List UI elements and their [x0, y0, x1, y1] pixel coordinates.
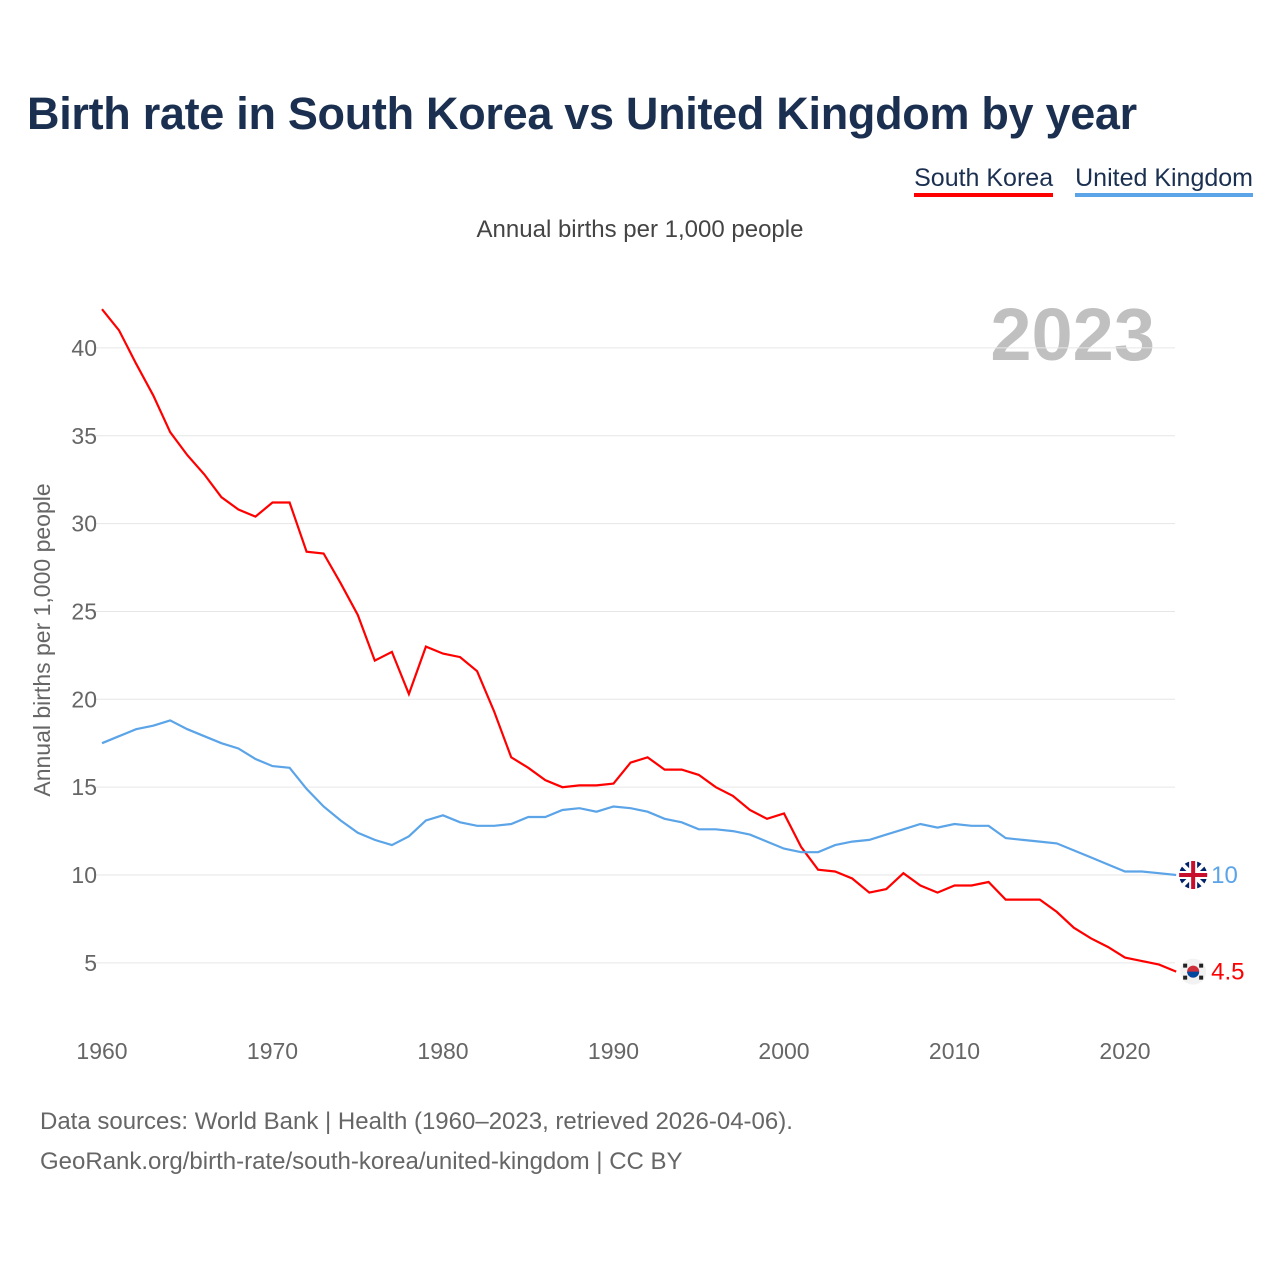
y-tick-label: 35: [71, 423, 97, 449]
y-tick-label: 30: [71, 511, 97, 537]
legend-united-kingdom[interactable]: United Kingdom: [1075, 164, 1253, 197]
series-line-united-kingdom: [101, 719, 1177, 877]
x-tick-label: 1980: [417, 1038, 468, 1064]
footer-link[interactable]: GeoRank.org/birth-rate/south-korea/unite…: [40, 1148, 683, 1175]
chart-subtitle: Annual births per 1,000 people: [476, 216, 804, 243]
y-axis-label: Annual births per 1,000 people: [29, 483, 55, 796]
year-watermark: 2023: [990, 293, 1155, 376]
x-tick-label: 1960: [76, 1038, 127, 1064]
y-tick-label: 15: [71, 774, 97, 800]
y-tick-label: 10: [71, 862, 97, 888]
end-value-label: 10: [1211, 862, 1238, 889]
legend-south-korea[interactable]: South Korea: [914, 164, 1054, 197]
legend: South Korea United Kingdom: [914, 164, 1253, 197]
x-tick-label: 2010: [929, 1038, 980, 1064]
south-korea-flag-icon: [1180, 958, 1207, 985]
y-tick-label: 5: [84, 950, 97, 976]
chart-title: Birth rate in South Korea vs United King…: [27, 88, 1137, 139]
footer-sources: Data sources: World Bank | Health (1960–…: [40, 1108, 793, 1135]
x-tick-label: 1970: [247, 1038, 298, 1064]
series-line-south-korea: [101, 308, 1177, 973]
end-value-label: 4.5: [1211, 959, 1244, 986]
y-tick-label: 20: [71, 686, 97, 712]
y-tick-label: 40: [71, 335, 97, 361]
x-tick-label: 1990: [588, 1038, 639, 1064]
y-tick-label: 25: [71, 598, 97, 624]
uk-flag-icon: [1179, 861, 1208, 889]
x-tick-label: 2020: [1099, 1038, 1150, 1064]
x-tick-label: 2000: [758, 1038, 809, 1064]
